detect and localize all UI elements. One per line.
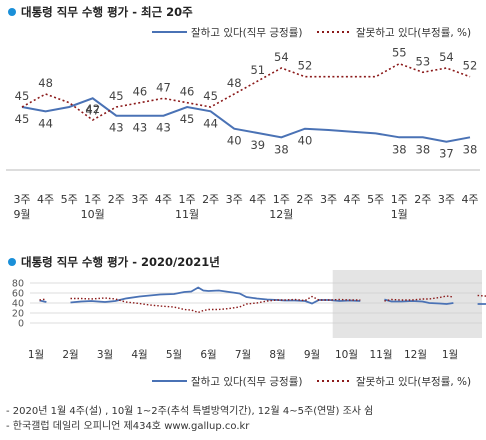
- recent-period-shade: [332, 270, 482, 338]
- y-tick-label: 0: [18, 319, 24, 330]
- x-month-label: 9월: [13, 208, 30, 221]
- x-month-label: 10월: [335, 349, 358, 361]
- approve-data-label: 44: [203, 116, 218, 130]
- x-tick-label: 4주: [461, 193, 478, 206]
- y-tick-label: 20: [12, 309, 24, 320]
- bullet-icon: [8, 258, 16, 266]
- x-month-label: 8월: [269, 349, 285, 361]
- approve-data-label: 40: [298, 134, 313, 148]
- disapprove-data-label: 45: [109, 89, 124, 103]
- footnotes: - 2020년 1월 4주(설) , 10월 1~2주(추석 특별방역기간), …: [6, 404, 373, 434]
- x-month-label: 3월: [97, 349, 113, 361]
- top-chart-title-text: 대통령 직무 수행 평가 - 최근 20주: [21, 5, 193, 19]
- x-tick-label: 4주: [249, 193, 266, 206]
- disapprove-series-line: [21, 62, 471, 121]
- footnote-2: - 한국갤럽 데일리 오피니언 제434호 www.gallup.co.kr: [6, 421, 250, 432]
- x-month-label: 12월: [269, 208, 293, 221]
- x-tick-label: 4주: [155, 193, 172, 206]
- x-tick-label: 3주: [13, 193, 30, 206]
- approve-series-line: [39, 299, 47, 303]
- x-month-label: 12월: [404, 349, 427, 361]
- disapprove-data-label: 54: [439, 50, 454, 64]
- x-tick-label: 3주: [320, 193, 337, 206]
- x-tick-label: 3주: [226, 193, 243, 206]
- x-month-label: 5월: [166, 349, 182, 361]
- x-tick-label: 2주: [414, 193, 431, 206]
- x-tick-label: 3주: [438, 193, 455, 206]
- y-tick-label: 60: [12, 289, 24, 300]
- approve-data-label: 37: [439, 147, 454, 161]
- disapprove-data-label: 46: [133, 85, 148, 99]
- approve-data-label: 43: [109, 121, 124, 135]
- x-tick-label: 3주: [131, 193, 148, 206]
- approve-data-label: 47: [85, 103, 100, 117]
- legend-approve-label: 잘하고 있다(직무 긍정률): [191, 375, 302, 388]
- approve-data-label: 45: [180, 112, 195, 126]
- disapprove-series-line: [384, 295, 454, 302]
- disapprove-data-label: 54: [274, 50, 289, 64]
- approve-data-label: 38: [274, 142, 289, 156]
- bottom-chart-title-text: 대통령 직무 수행 평가 - 2020/2021년: [21, 255, 220, 269]
- approve-data-label: 45: [15, 112, 30, 126]
- x-tick-label: 4주: [344, 193, 361, 206]
- disapprove-data-label: 45: [203, 89, 218, 103]
- disapprove-data-label: 46: [180, 85, 195, 99]
- x-tick-label: 2주: [108, 193, 125, 206]
- x-tick-label: 5주: [367, 193, 384, 206]
- approve-data-label: 38: [416, 142, 431, 156]
- y-tick-label: 40: [12, 299, 24, 310]
- x-month-label: 1월: [391, 208, 408, 221]
- approve-data-label: 39: [250, 138, 265, 152]
- approve-series-line: [70, 286, 361, 305]
- x-month-label: 11월: [175, 208, 199, 221]
- bottom-chart-title: 대통령 직무 수행 평가 - 2020/2021년: [8, 254, 220, 270]
- approve-data-label: 44: [38, 116, 53, 130]
- disapprove-data-label: 52: [298, 59, 313, 73]
- x-tick-label: 1주: [273, 193, 290, 206]
- x-month-label: 9월: [304, 349, 320, 361]
- disapprove-series-line: [70, 295, 361, 314]
- disapprove-data-label: 55: [392, 46, 407, 60]
- approve-data-label: 43: [133, 121, 148, 135]
- bullet-icon: [8, 8, 16, 16]
- approve-series-line: [21, 97, 471, 143]
- disapprove-data-label: 48: [227, 76, 242, 90]
- approve-data-label: 38: [463, 142, 478, 156]
- approve-data-label: 40: [227, 134, 242, 148]
- x-tick-label: 2주: [296, 193, 313, 206]
- disapprove-data-label: 48: [38, 76, 53, 90]
- x-tick-label: 4주: [37, 193, 54, 206]
- footnote-1: - 2020년 1월 4주(설) , 10월 1~2주(추석 특별방역기간), …: [6, 406, 374, 417]
- x-month-label: 7월: [235, 349, 251, 361]
- x-month-label: 1월: [28, 349, 44, 361]
- legend-approve-label: 잘하고 있다(직무 긍정률): [191, 26, 302, 39]
- x-month-label: 10월: [81, 208, 105, 221]
- disapprove-data-label: 52: [463, 59, 478, 73]
- x-month-label: 11월: [369, 349, 392, 361]
- x-month-label: 6월: [200, 349, 216, 361]
- approve-series-line: [384, 298, 454, 305]
- disapprove-series-line: [39, 298, 47, 301]
- x-month-label: 2월: [62, 349, 78, 361]
- x-tick-label: 1주: [84, 193, 101, 206]
- legend-disapprove-label: 잘못하고 있다(부정률, %): [356, 26, 471, 39]
- disapprove-data-label: 51: [250, 63, 265, 77]
- x-tick-label: 1주: [391, 193, 408, 206]
- x-month-label: 1월: [442, 349, 458, 361]
- y-tick-label: 80: [12, 279, 24, 290]
- legend-disapprove-label: 잘못하고 있다(부정률, %): [356, 375, 471, 388]
- x-month-label: 4월: [131, 349, 147, 361]
- disapprove-data-label: 42: [85, 102, 100, 116]
- x-tick-label: 2주: [202, 193, 219, 206]
- top-chart: 잘하고 있다(직무 긍정률) 잘못하고 있다(부정률, %) 45 44 47 43 43 4…: [6, 26, 480, 221]
- disapprove-data-label: 53: [416, 54, 431, 68]
- disapprove-data-label: 47: [156, 80, 171, 94]
- approve-data-label: 43: [156, 121, 171, 135]
- x-tick-label: 1주: [178, 193, 195, 206]
- top-chart-title: 대통령 직무 수행 평가 - 최근 20주: [8, 4, 193, 20]
- disapprove-data-label: 45: [15, 89, 30, 103]
- x-tick-label: 5주: [61, 193, 78, 206]
- approve-data-label: 38: [392, 142, 407, 156]
